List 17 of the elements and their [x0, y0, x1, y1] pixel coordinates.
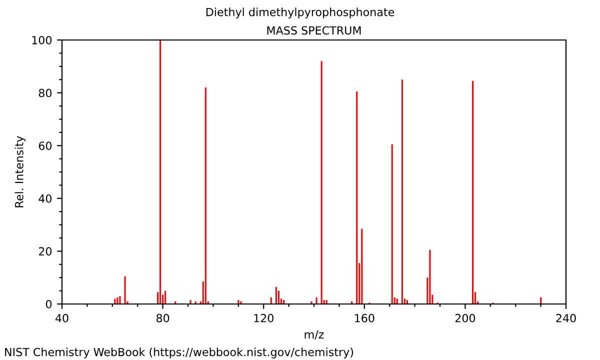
y-tick-label: 40: [38, 194, 52, 203]
y-tick-label: 100: [32, 36, 52, 44]
x-tick-label: 40: [55, 314, 68, 322]
chart-subtitle: MASS SPECTRUM: [267, 26, 361, 35]
y-tick-label: 80: [38, 88, 52, 98]
x-tick-label: 240: [556, 314, 576, 322]
chart-title: Diethyl dimethylpyrophosphonate: [206, 8, 394, 18]
x-tick-label: 200: [455, 314, 476, 322]
y-axis-title: Rel. Intensity: [14, 136, 26, 208]
y-tick-label: 0: [46, 300, 52, 308]
y-tick-label: 20: [38, 247, 52, 256]
text: NIST Chemistry WebBook (https://webbook.nist.gov/chemistry): [5, 348, 354, 358]
y-tick-label: 60: [38, 142, 52, 150]
x-axis-title: m/z: [304, 330, 324, 340]
x-tick-label: 160: [355, 314, 374, 322]
x-tick-label: 80: [156, 314, 170, 322]
x-tick-label: 120: [254, 314, 274, 322]
